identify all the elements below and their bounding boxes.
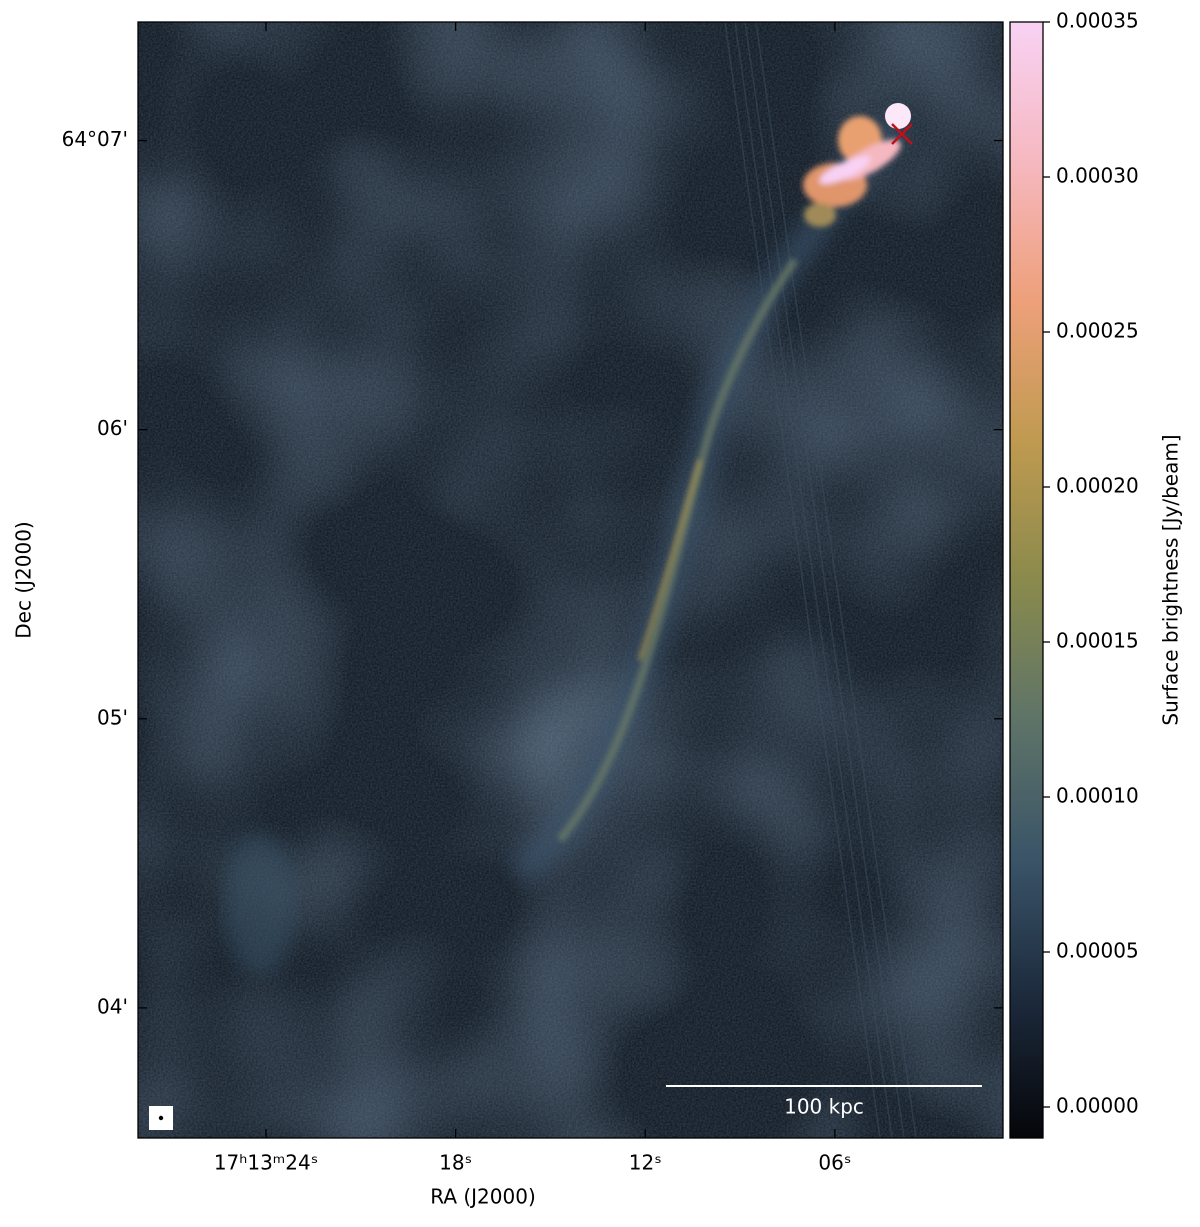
y-tick-label: 64°07'	[62, 127, 128, 151]
y-axis-label: Dec (J2000)	[12, 521, 36, 638]
colorbar-label: Surface brightness [Jy/beam]	[1159, 434, 1183, 725]
colorbar-tick-label: 0.00035	[1056, 9, 1139, 33]
x-tick-label: 17ʰ13ᵐ24ˢ	[214, 1151, 318, 1175]
colorbar-tick-label: 0.00000	[1056, 1094, 1139, 1118]
colorbar	[1009, 21, 1044, 1139]
y-tick-label: 04'	[97, 994, 128, 1018]
colorbar-tick-label: 0.00005	[1056, 939, 1139, 963]
scale-bar-label: 100 kpc	[784, 1095, 864, 1119]
x-axis-label: RA (J2000)	[430, 1185, 536, 1209]
core-marker	[891, 123, 913, 145]
x-tick-label: 18ˢ	[439, 1151, 472, 1175]
y-tick-label: 06'	[97, 416, 128, 440]
plot-frame	[137, 21, 1004, 1139]
colorbar-tick-label: 0.00030	[1056, 164, 1139, 188]
colorbar-tick-label: 0.00010	[1056, 784, 1139, 808]
x-tick-label: 06ˢ	[818, 1151, 851, 1175]
colorbar-tick-label: 0.00020	[1056, 474, 1139, 498]
radio-image: 100 kpc	[138, 22, 1003, 1138]
beam	[158, 1115, 164, 1121]
colorbar-tick-label: 0.00025	[1056, 319, 1139, 343]
y-tick-label: 05'	[97, 705, 128, 729]
colorbar-tick-label: 0.00015	[1056, 629, 1139, 653]
x-tick-label: 12ˢ	[629, 1151, 662, 1175]
